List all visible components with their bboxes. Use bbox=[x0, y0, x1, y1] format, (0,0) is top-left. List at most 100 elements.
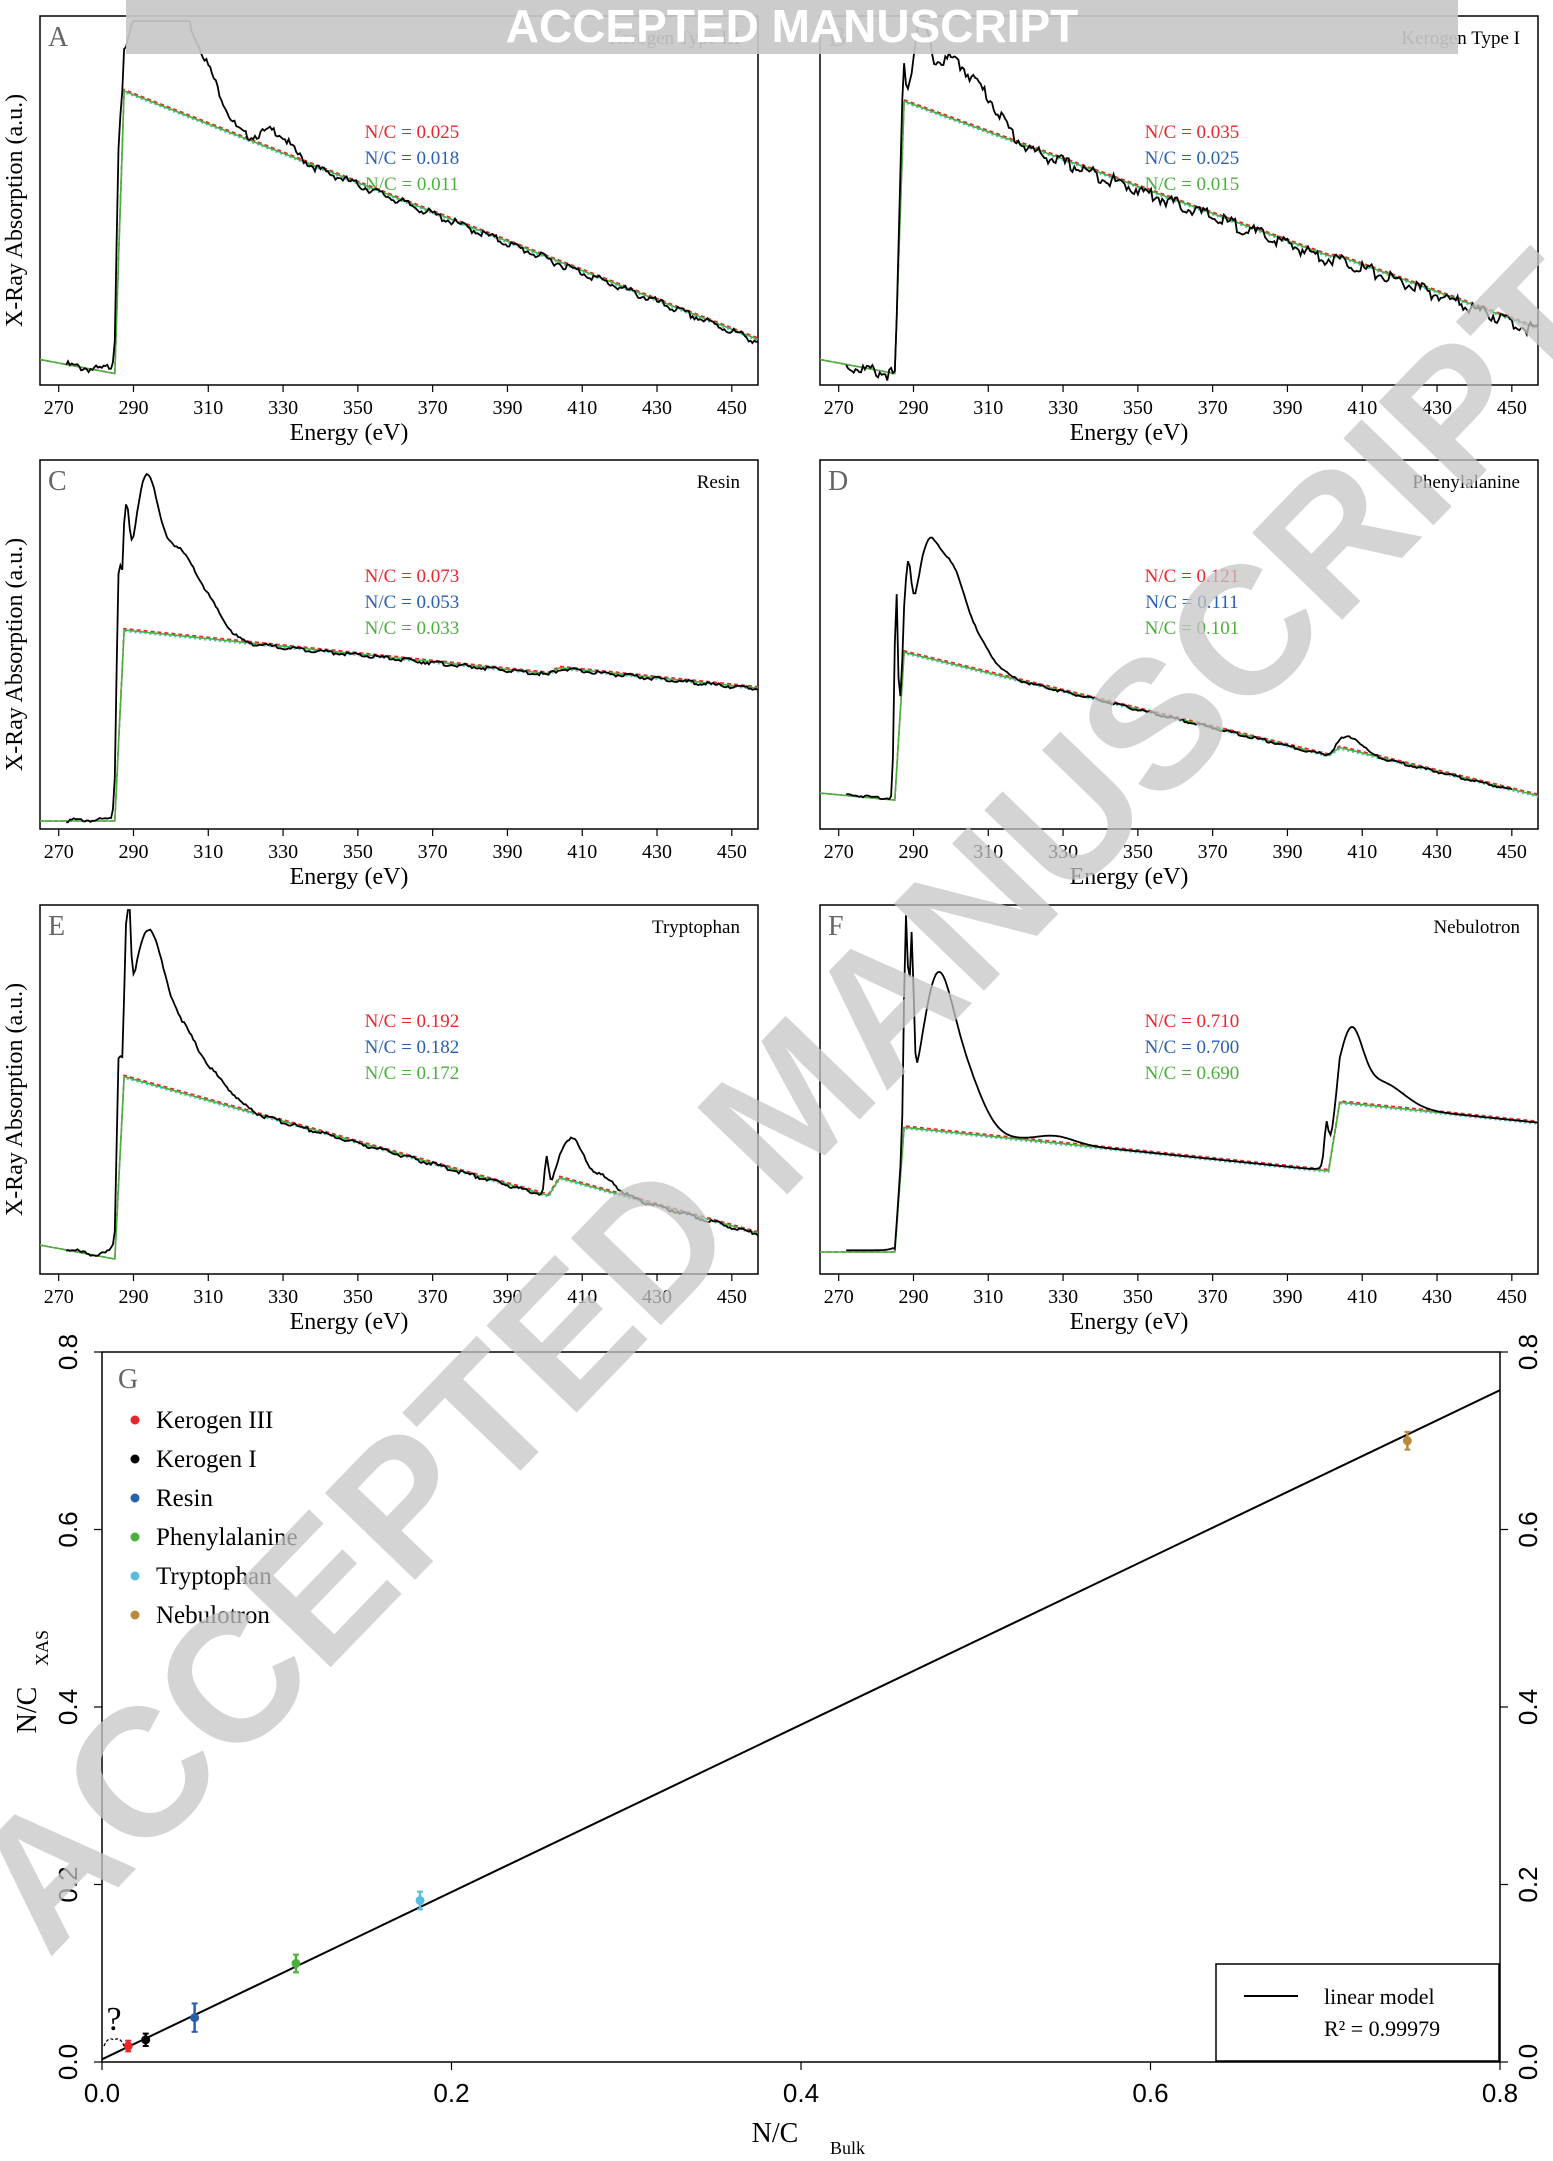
x-tick-label: 410 bbox=[1347, 1286, 1377, 1308]
measured-spectrum bbox=[846, 536, 1513, 801]
legend-marker bbox=[130, 1493, 140, 1503]
x-tick-label: 410 bbox=[1347, 397, 1377, 419]
x-tick-label: 390 bbox=[1272, 1286, 1302, 1308]
x-tick-label: 270 bbox=[44, 1286, 74, 1308]
legend-label: Kerogen I bbox=[156, 1446, 257, 1473]
x-tick-label: 450 bbox=[1497, 1286, 1527, 1308]
legend-label: Nebulotron bbox=[156, 1602, 270, 1629]
panel-title: Resin bbox=[697, 472, 741, 493]
x-tick-label: 310 bbox=[193, 1286, 223, 1308]
x-axis-label: Energy (eV) bbox=[290, 1309, 409, 1335]
y-tick-label-left: 0.2 bbox=[53, 1866, 83, 1902]
plot-frame bbox=[819, 459, 1539, 830]
x-tick-label: 290 bbox=[898, 397, 928, 419]
y-tick-label-left: 0.4 bbox=[53, 1689, 83, 1725]
measured-spectrum bbox=[66, 472, 759, 824]
x-tick-label: 350 bbox=[1123, 397, 1153, 419]
x-tick-label: 0.0 bbox=[84, 2078, 120, 2108]
nc-label-blue: N/C = 0.018 bbox=[365, 148, 460, 169]
panel-title: Phenylalanine bbox=[1412, 472, 1520, 493]
panel-title: Nebulotron bbox=[1433, 917, 1520, 938]
banner-watermark-text: ACCEPTED MANUSCRIPT bbox=[506, 0, 1078, 52]
x-tick-label: 450 bbox=[717, 841, 747, 863]
nc-label-green: N/C = 0.101 bbox=[1145, 618, 1240, 639]
x-tick-label: 0.4 bbox=[783, 2078, 819, 2108]
x-axis-label: Energy (eV) bbox=[1070, 1309, 1189, 1335]
y-tick-label-right: 0.8 bbox=[1513, 1334, 1543, 1370]
x-tick-label: 0.8 bbox=[1482, 2078, 1518, 2108]
x-tick-label: 430 bbox=[642, 397, 672, 419]
model-curve-green bbox=[39, 89, 759, 375]
x-tick-label: 270 bbox=[44, 841, 74, 863]
x-axis-label: Energy (eV) bbox=[290, 864, 409, 890]
x-tick-label: 450 bbox=[1497, 841, 1527, 863]
question-mark: ? bbox=[106, 2001, 121, 2038]
panel-title: Tryptophan bbox=[652, 917, 740, 938]
legend-label: Tryptophan bbox=[156, 1563, 272, 1590]
x-tick-label: 370 bbox=[1198, 841, 1228, 863]
x-tick-label: 370 bbox=[418, 1286, 448, 1308]
nc-label-green: N/C = 0.172 bbox=[365, 1063, 460, 1084]
x-tick-label: 270 bbox=[824, 397, 854, 419]
x-tick-label: 450 bbox=[1497, 397, 1527, 419]
x-tick-label: 270 bbox=[44, 397, 74, 419]
nc-label-red: N/C = 0.025 bbox=[365, 122, 460, 143]
nc-label-red: N/C = 0.035 bbox=[1145, 122, 1240, 143]
model-curve-green bbox=[39, 1075, 759, 1260]
y-tick-label-left: 0.6 bbox=[53, 1511, 83, 1547]
x-tick-label: 330 bbox=[1048, 841, 1078, 863]
nc-label-blue: N/C = 0.111 bbox=[1145, 592, 1238, 613]
y-axis-label: X-Ray Absorption (a.u.) bbox=[2, 983, 28, 1216]
scatter-panel: 0.0 0.2 0.4 0.6 0.80.0 0.00.2 0.20.4 0.40.6 0.60… bbox=[12, 1334, 1543, 2158]
x-tick-label: 290 bbox=[118, 397, 148, 419]
x-tick-label: 270 bbox=[824, 841, 854, 863]
model-curve-blue bbox=[39, 91, 759, 375]
x-tick-label: 430 bbox=[1422, 1286, 1452, 1308]
data-point bbox=[415, 1895, 425, 1905]
data-point bbox=[141, 2035, 151, 2045]
x-tick-label: 370 bbox=[1198, 397, 1228, 419]
panel-letter: D bbox=[828, 466, 848, 497]
x-tick-label: 430 bbox=[642, 1286, 672, 1308]
fit-line bbox=[101, 1389, 1501, 2061]
banner-watermark bbox=[126, 0, 1458, 54]
plot-frame bbox=[819, 904, 1539, 1275]
legend-label: Resin bbox=[156, 1485, 213, 1512]
x-tick-label: 390 bbox=[492, 397, 522, 419]
spectrum-panel-e: 270 290 310 330 350 370 390 410 430 450 Energy (eV… bbox=[2, 904, 759, 1335]
measured-spectrum bbox=[65, 909, 759, 1257]
legend-marker bbox=[130, 1571, 140, 1581]
x-tick-label: 370 bbox=[418, 841, 448, 863]
data-point bbox=[190, 2013, 200, 2023]
legend-marker bbox=[130, 1610, 140, 1620]
y-tick-label-left: 0.8 bbox=[53, 1334, 83, 1370]
panel-letter: G bbox=[118, 1364, 138, 1395]
fit-legend-r2: R² = 0.99979 bbox=[1324, 2016, 1440, 2041]
question-brace bbox=[103, 2038, 125, 2047]
nc-label-blue: N/C = 0.182 bbox=[365, 1037, 460, 1058]
model-curve-red bbox=[39, 1074, 759, 1260]
plot-frame bbox=[39, 904, 759, 1275]
y-tick-label-right: 0.2 bbox=[1513, 1866, 1543, 1902]
nc-label-red: N/C = 0.073 bbox=[365, 566, 460, 587]
y-axis-label: X-Ray Absorption (a.u.) bbox=[2, 538, 28, 771]
model-curve-red bbox=[39, 88, 759, 375]
panel-letter: E bbox=[48, 911, 65, 942]
data-point bbox=[1402, 1436, 1412, 1446]
model-curve-blue bbox=[39, 1077, 759, 1260]
x-tick-label: 350 bbox=[343, 841, 373, 863]
x-axis-label: Energy (eV) bbox=[290, 420, 409, 446]
y-tick-label-right: 0.4 bbox=[1513, 1689, 1543, 1725]
legend-label: Phenylalanine bbox=[156, 1524, 298, 1551]
x-tick-label: 410 bbox=[567, 1286, 597, 1308]
x-tick-label: 310 bbox=[193, 841, 223, 863]
x-tick-label: 290 bbox=[898, 841, 928, 863]
x-tick-label: 350 bbox=[1123, 1286, 1153, 1308]
y-axis-label: N/C bbox=[12, 1687, 43, 1734]
x-tick-label: 310 bbox=[973, 1286, 1003, 1308]
x-tick-label: 0.2 bbox=[433, 2078, 469, 2108]
x-tick-label: 330 bbox=[268, 1286, 298, 1308]
model-curve-red bbox=[819, 649, 1539, 801]
x-tick-label: 330 bbox=[1048, 397, 1078, 419]
model-curve-red bbox=[820, 1100, 1539, 1253]
